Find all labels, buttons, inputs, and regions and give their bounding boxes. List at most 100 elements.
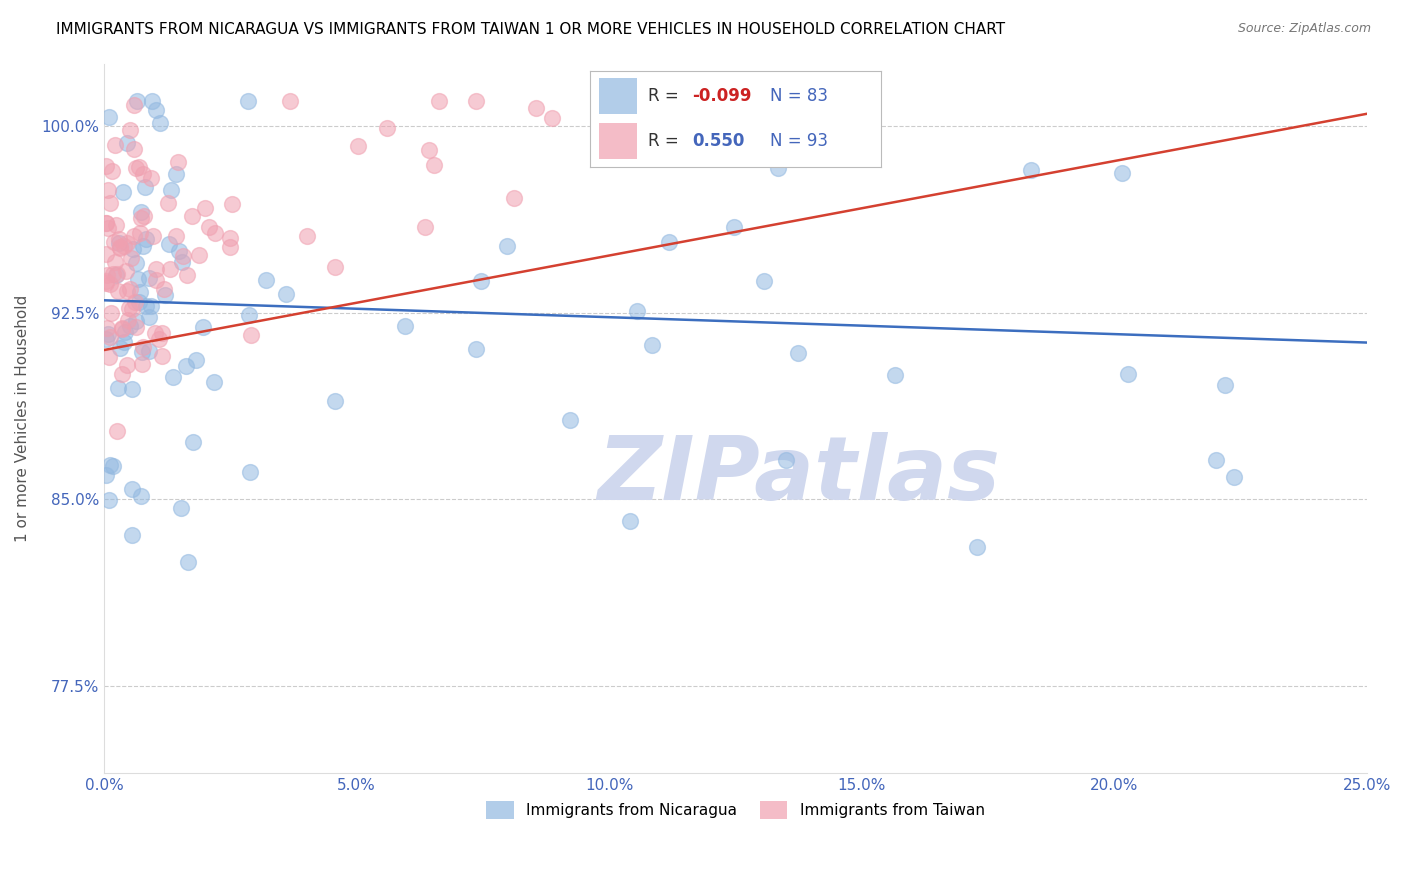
Point (640, 338, 662, 352)
Point (184, 352, 207, 367)
Point (394, 319, 416, 334)
Point (111, 321, 134, 335)
Point (145, 273, 167, 287)
Point (188, 248, 211, 262)
Point (134, 179, 156, 194)
Point (118, 301, 141, 315)
Point (160, 183, 183, 197)
Point (107, 381, 129, 395)
Point (129, 226, 152, 240)
Point (129, 489, 152, 503)
Point (194, 201, 217, 215)
Point (165, 228, 187, 243)
Point (626, 304, 648, 318)
Point (132, 239, 155, 253)
Point (138, 271, 160, 285)
Point (98, 330, 121, 344)
Point (775, 452, 797, 467)
Point (125, 320, 148, 334)
Point (1205, 453, 1227, 467)
Point (153, 288, 176, 302)
Point (120, 123, 142, 137)
Point (236, 95, 259, 109)
Point (98, 196, 121, 211)
Point (143, 326, 166, 341)
Point (121, 301, 143, 316)
Point (97, 220, 120, 235)
Point (149, 116, 172, 130)
Point (1223, 470, 1246, 484)
Point (132, 167, 155, 181)
Point (117, 236, 139, 251)
Point (118, 282, 141, 296)
Point (174, 359, 197, 373)
Y-axis label: 1 or more Vehicles in Household: 1 or more Vehicles in Household (15, 294, 30, 542)
Point (105, 268, 128, 282)
Point (97, 493, 120, 508)
Point (139, 299, 162, 313)
Point (112, 239, 135, 253)
Text: ZIPatlas: ZIPatlas (598, 432, 1000, 518)
Point (323, 260, 346, 274)
Point (105, 268, 128, 282)
Point (167, 155, 190, 169)
Point (524, 101, 547, 115)
Point (96, 274, 118, 288)
Point (96, 159, 118, 173)
Point (157, 236, 180, 251)
Point (176, 268, 198, 282)
Point (111, 367, 134, 381)
Point (202, 376, 225, 390)
Point (540, 111, 562, 125)
Point (884, 368, 907, 382)
Point (496, 239, 519, 253)
Point (138, 344, 160, 359)
Point (429, 95, 451, 109)
Point (180, 209, 202, 223)
Point (135, 299, 157, 313)
Point (323, 393, 346, 408)
Point (129, 285, 152, 300)
Point (104, 138, 127, 153)
Point (177, 555, 200, 569)
Point (121, 483, 143, 497)
Point (103, 235, 125, 250)
Point (115, 284, 138, 298)
Point (125, 313, 148, 327)
Point (112, 334, 135, 349)
Point (1116, 367, 1139, 381)
Point (114, 264, 136, 278)
Point (104, 255, 127, 269)
Point (117, 313, 139, 327)
Point (97, 183, 120, 197)
Point (107, 236, 129, 251)
Point (108, 241, 131, 255)
Point (619, 514, 641, 528)
Point (295, 228, 318, 243)
Point (104, 219, 127, 233)
Point (96, 216, 118, 230)
Point (172, 249, 194, 263)
Point (470, 274, 492, 288)
Point (98, 351, 121, 365)
Point (127, 272, 149, 286)
Point (666, 95, 689, 109)
Point (129, 205, 152, 219)
Point (346, 139, 368, 153)
Point (239, 327, 262, 342)
Point (127, 95, 149, 109)
Point (101, 459, 124, 474)
Point (124, 161, 146, 175)
Point (415, 219, 437, 234)
Point (131, 357, 153, 371)
Point (107, 285, 129, 299)
Point (96, 332, 118, 346)
Point (181, 434, 204, 449)
Point (111, 322, 134, 336)
Point (150, 326, 173, 340)
Point (626, 127, 648, 141)
Point (153, 282, 176, 296)
Point (159, 262, 181, 277)
Point (121, 383, 143, 397)
Point (239, 465, 262, 479)
